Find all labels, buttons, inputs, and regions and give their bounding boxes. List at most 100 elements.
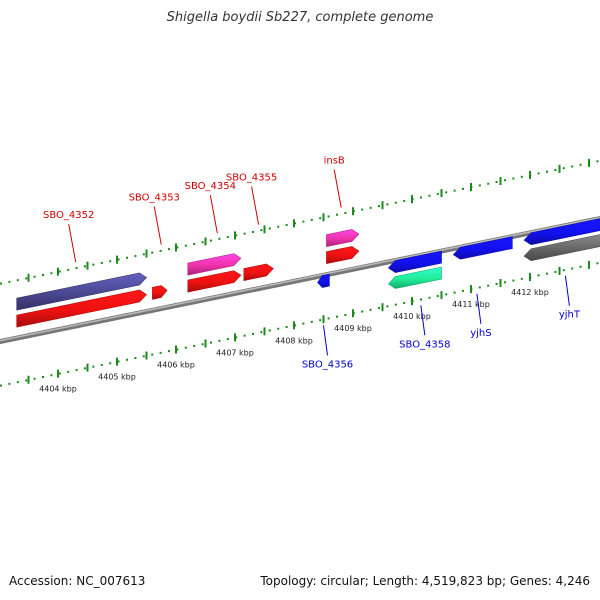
minor-tick (243, 232, 246, 235)
minor-tick (33, 275, 36, 278)
minor-tick (319, 217, 322, 220)
minor-tick (403, 199, 406, 202)
minor-tick (50, 272, 53, 275)
major-tick (86, 261, 89, 270)
major-tick (27, 375, 30, 384)
minor-tick (369, 206, 372, 209)
major-tick (440, 291, 443, 300)
minor-tick (487, 182, 490, 185)
minor-tick (512, 177, 515, 180)
minor-tick (571, 165, 574, 168)
minor-tick (184, 346, 187, 349)
minor-tick (0, 384, 2, 387)
minor-tick (142, 355, 145, 358)
minor-tick (58, 270, 61, 273)
minor-tick (252, 230, 254, 233)
minor-tick (504, 179, 506, 182)
minor-tick (462, 289, 464, 292)
minor-tick (537, 172, 540, 175)
minor-tick (420, 298, 422, 301)
minor-tick (445, 191, 448, 194)
label-leader (476, 293, 482, 324)
minor-tick (109, 362, 112, 365)
minor-tick (394, 303, 397, 306)
map-title: Shigella boydii Sb227, complete genome (166, 10, 434, 25)
gene-arrow (187, 270, 242, 293)
minor-tick (176, 246, 179, 249)
minor-tick (310, 320, 313, 323)
minor-tick (554, 270, 557, 273)
minor-tick (168, 350, 170, 353)
minor-tick (478, 286, 481, 289)
forward-tick-track (0, 158, 599, 285)
minor-tick (8, 382, 11, 385)
gene-arrow (326, 246, 360, 265)
minor-tick (235, 234, 238, 237)
minor-tick (394, 201, 397, 204)
minor-tick (487, 284, 490, 287)
minor-tick (302, 322, 305, 325)
major-tick (145, 249, 148, 258)
gene-label: SBO_4358 (399, 339, 450, 350)
minor-tick (285, 224, 288, 227)
minor-tick (310, 218, 313, 221)
minor-tick (67, 268, 70, 271)
reverse-tick-track: 4404 kbp 4405 kbp 4406 kbp 4407 kbp 4408 kbp… (0, 260, 599, 394)
minor-tick (520, 175, 523, 178)
minor-tick (0, 282, 2, 285)
minor-tick (218, 237, 221, 240)
minor-tick (84, 367, 86, 370)
minor-tick (302, 220, 305, 223)
label-leader (323, 325, 328, 356)
minor-tick (50, 374, 53, 377)
minor-tick (319, 319, 322, 322)
tick-label: 4408 kbp (275, 336, 313, 345)
minor-tick (159, 351, 162, 354)
minor-tick (537, 274, 540, 277)
gene-arrow (387, 266, 442, 289)
gene-arrow (523, 234, 600, 262)
minor-tick (403, 301, 406, 304)
major-tick (204, 237, 207, 246)
major-tick (116, 255, 118, 264)
minor-tick (327, 317, 330, 320)
gene-arrow (16, 272, 147, 311)
label-leader (420, 305, 426, 336)
major-tick (234, 231, 236, 240)
minor-tick (184, 244, 187, 247)
tick-label: 4409 kbp (334, 324, 372, 333)
minor-tick (151, 251, 154, 254)
minor-tick (277, 327, 280, 330)
major-tick (411, 195, 413, 204)
minor-tick (235, 336, 238, 339)
backbone-highlight (0, 216, 600, 342)
minor-tick (436, 295, 439, 298)
minor-tick (176, 348, 179, 351)
minor-tick (134, 357, 137, 360)
minor-tick (151, 353, 154, 356)
tick-label: 4407 kbp (216, 348, 254, 357)
major-tick (263, 327, 266, 336)
minor-tick (134, 255, 137, 258)
major-tick (499, 278, 502, 287)
minor-tick (579, 163, 582, 166)
major-tick (529, 170, 531, 179)
minor-tick (75, 267, 78, 270)
gene-arrow (387, 250, 442, 273)
minor-tick (478, 184, 481, 187)
major-tick (116, 357, 118, 366)
major-tick (352, 309, 354, 318)
major-tick (499, 176, 502, 185)
minor-tick (100, 363, 103, 366)
gene-arrow (16, 289, 147, 328)
minor-tick (361, 208, 364, 211)
minor-tick (520, 277, 523, 280)
minor-tick (378, 307, 380, 310)
minor-tick (285, 326, 288, 329)
gene-label: SBO_4353 (129, 193, 180, 204)
minor-tick (453, 291, 456, 294)
major-tick (293, 321, 295, 330)
minor-tick (226, 236, 229, 239)
minor-tick (336, 315, 338, 318)
